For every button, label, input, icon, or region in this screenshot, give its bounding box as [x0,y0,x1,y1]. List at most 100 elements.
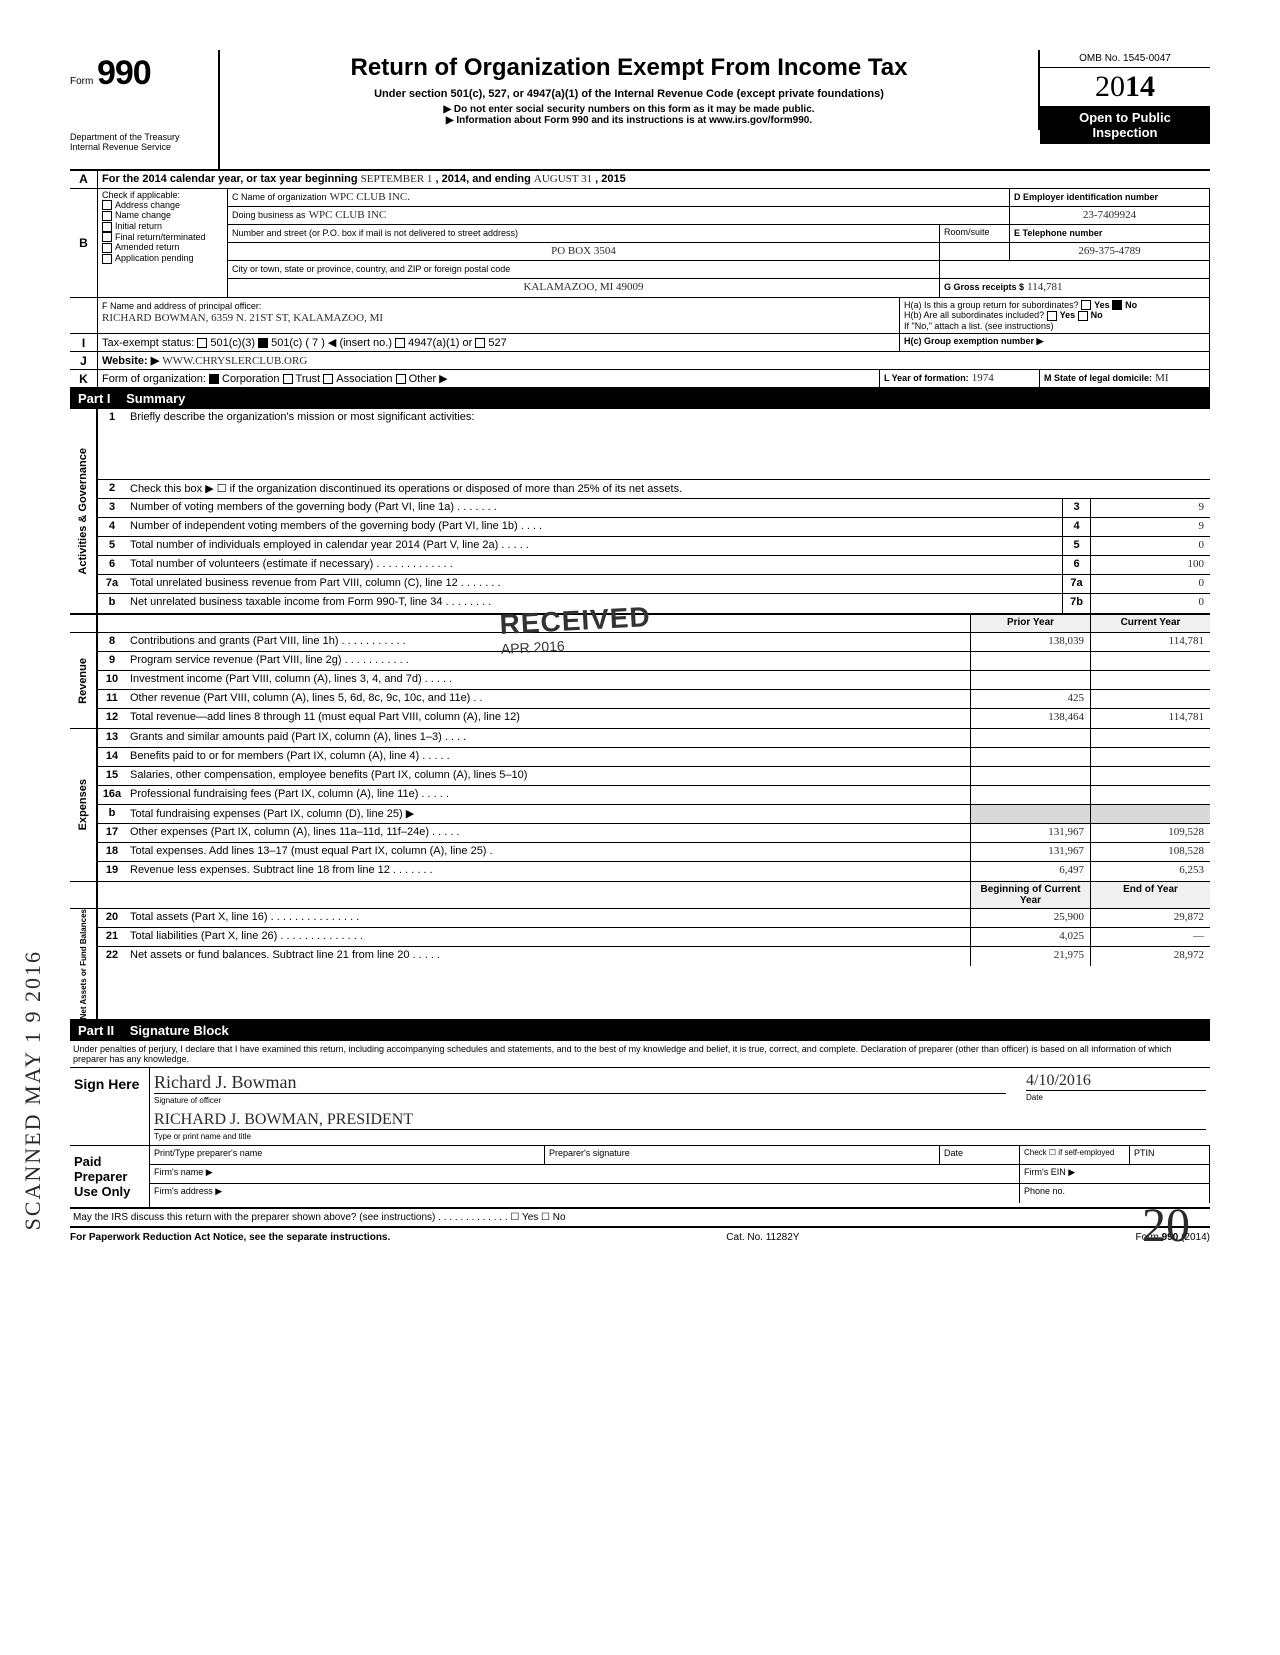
n20-c[interactable]: 29,872 [1090,909,1210,927]
cb-addr[interactable] [102,200,112,210]
b-app: Application pending [115,253,194,263]
officer[interactable]: RICHARD BOWMAN, 6359 N. 21ST ST, KALAMAZ… [102,312,383,324]
r9-c[interactable] [1090,652,1210,670]
r10-c[interactable] [1090,671,1210,689]
n20-p[interactable]: 25,900 [970,909,1090,927]
n21-p[interactable]: 4,025 [970,928,1090,946]
s7a-n: 7a [98,575,126,593]
n22-c[interactable]: 28,972 [1090,947,1210,966]
cb-final[interactable] [102,232,112,242]
e19-c[interactable]: 6,253 [1090,862,1210,881]
s3-v[interactable]: 9 [1090,499,1210,517]
s5-v[interactable]: 0 [1090,537,1210,555]
r11-p[interactable]: 425 [970,690,1090,708]
org-name[interactable]: WPC CLUB INC. [330,191,410,203]
line-a-begin[interactable]: SEPTEMBER 1 [361,173,433,185]
cb-501c3[interactable] [197,338,207,348]
cb-amend[interactable] [102,243,112,253]
room-label: Room/suite [940,225,1010,242]
cb-trust[interactable] [283,374,293,384]
street-label: Number and street (or P.O. box if mail i… [232,228,518,238]
activities-section: Activities & Governance 1Briefly describ… [70,409,1210,614]
row-j: J Website: ▶ WWW.CHRYSLERCLUB.ORG [70,352,1210,370]
col-prior: Prior Year [970,615,1090,632]
cb-name[interactable] [102,211,112,221]
r10-p[interactable] [970,671,1090,689]
e16b-n: b [98,805,126,823]
r12-p[interactable]: 138,464 [970,709,1090,728]
e13-p[interactable] [970,729,1090,747]
cb-assoc[interactable] [323,374,333,384]
r12-c[interactable]: 114,781 [1090,709,1210,728]
cb-ha-no[interactable] [1112,300,1122,310]
sign-date[interactable]: 4/10/2016 [1026,1072,1206,1091]
s7a-v[interactable]: 0 [1090,575,1210,593]
r8-c[interactable]: 114,781 [1090,633,1210,651]
col-heads-2: Beginning of Current Year End of Year [70,882,1210,909]
e17-p[interactable]: 131,967 [970,824,1090,842]
cb-hb-yes[interactable] [1047,311,1057,321]
n22-p[interactable]: 21,975 [970,947,1090,966]
cb-corp[interactable] [209,374,219,384]
e15-c[interactable] [1090,767,1210,785]
e16a-c[interactable] [1090,786,1210,804]
k-assoc: Association [336,373,392,385]
e13-c[interactable] [1090,729,1210,747]
s7b-b: 7b [1062,594,1090,613]
ein[interactable]: 23-7409924 [1010,207,1210,224]
discuss: May the IRS discuss this return with the… [70,1208,1210,1226]
col-eoy: End of Year [1090,882,1210,908]
street[interactable]: PO BOX 3504 [228,243,940,260]
cb-501c[interactable] [258,338,268,348]
no2: No [1091,310,1103,320]
year-prefix: 20 [1095,70,1125,103]
website[interactable]: WWW.CHRYSLERCLUB.ORG [162,355,307,367]
cb-app[interactable] [102,254,112,264]
n21-t: Total liabilities (Part X, line 26) . . … [126,928,970,946]
s4-v[interactable]: 9 [1090,518,1210,536]
e14-n: 14 [98,748,126,766]
print-name[interactable]: RICHARD J. BOWMAN, PRESIDENT [154,1111,1206,1130]
s6-v[interactable]: 100 [1090,556,1210,574]
e19-p[interactable]: 6,497 [970,862,1090,881]
city[interactable]: KALAMAZOO, MI 49009 [228,279,940,297]
e18-p[interactable]: 131,967 [970,843,1090,861]
phone[interactable]: 269-375-4789 [1010,243,1210,260]
dba[interactable]: WPC CLUB INC [309,209,387,221]
e16b-t: Total fundraising expenses (Part IX, col… [126,805,970,823]
cb-other[interactable] [396,374,406,384]
rev-label: Revenue [77,658,89,704]
line-a-end[interactable]: AUGUST 31 [534,173,592,185]
cb-hb-no[interactable] [1078,311,1088,321]
e18-t: Total expenses. Add lines 13–17 (must eq… [126,843,970,861]
netassets-section: Net Assets or Fund Balances 20Total asse… [70,909,1210,1020]
r11-c[interactable] [1090,690,1210,708]
r9-p[interactable] [970,652,1090,670]
s7b-t: Net unrelated business taxable income fr… [126,594,1062,613]
cb-init[interactable] [102,222,112,232]
cb-4947[interactable] [395,338,405,348]
b-addr: Address change [115,200,180,210]
e18-c[interactable]: 108,528 [1090,843,1210,861]
date-label: Date [1026,1093,1206,1102]
cb-ha-yes[interactable] [1081,300,1091,310]
e17-c[interactable]: 109,528 [1090,824,1210,842]
l-val[interactable]: 1974 [972,372,994,384]
e16a-p[interactable] [970,786,1090,804]
r8-p[interactable]: 138,039 [970,633,1090,651]
e14-c[interactable] [1090,748,1210,766]
label-a: A [70,171,98,188]
signature[interactable]: Richard J. Bowman [154,1072,1006,1094]
m-val[interactable]: MI [1155,372,1168,384]
gross-receipts[interactable]: 114,781 [1027,281,1062,293]
firm-addr: Firm's address ▶ [150,1184,1020,1203]
line-a-endyear: , 2015 [595,173,626,185]
header: Form 990 Department of the Treasury Inte… [70,50,1210,171]
scanned-stamp: SCANNED MAY 1 9 2016 [20,950,46,1230]
s7b-v[interactable]: 0 [1090,594,1210,613]
n21-c[interactable]: — [1090,928,1210,946]
e15-p[interactable] [970,767,1090,785]
cb-527[interactable] [475,338,485,348]
e13-t: Grants and similar amounts paid (Part IX… [126,729,970,747]
e14-p[interactable] [970,748,1090,766]
